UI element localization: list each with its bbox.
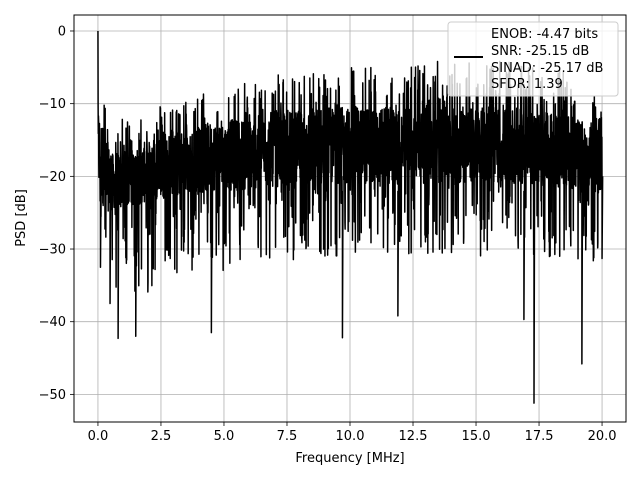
x-tick-label: 15.0	[462, 429, 491, 444]
x-axis-title: Frequency [MHz]	[295, 451, 404, 466]
y-tick-label: 0	[58, 24, 66, 39]
y-tick-label: −10	[39, 97, 66, 112]
y-axis: 0 −10 −20 −30 −40 −50	[39, 24, 74, 403]
x-tick-label: 2.5	[151, 429, 172, 444]
x-tick-label: 7.5	[277, 429, 298, 444]
psd-series-line	[97, 30, 604, 404]
legend-entry-enob: ENOB: -4.47 bits	[491, 27, 598, 42]
y-axis-title: PSD [dB]	[14, 189, 29, 247]
y-tick-label: −30	[39, 243, 66, 258]
x-tick-label: 0.0	[88, 429, 109, 444]
x-tick-label: 12.5	[399, 429, 428, 444]
legend-entry-snr: SNR: -25.15 dB	[491, 44, 589, 59]
x-tick-label: 5.0	[214, 429, 235, 444]
legend: ENOB: -4.47 bits SNR: -25.15 dB SINAD: -…	[447, 21, 619, 97]
x-tick-label: 10.0	[336, 429, 365, 444]
x-axis: 0.0 2.5 5.0 7.5 10.0 12.5 15.0 17.5 20.0	[88, 422, 617, 444]
y-tick-label: −40	[39, 315, 66, 330]
plot-area	[97, 30, 604, 404]
y-tick-label: −20	[39, 170, 66, 185]
x-tick-label: 17.5	[525, 429, 554, 444]
legend-entry-sinad: SINAD: -25.17 dB	[491, 61, 603, 76]
x-tick-label: 20.0	[588, 429, 617, 444]
y-tick-label: −50	[39, 388, 66, 403]
legend-entry-sfdr: SFDR: 1.39	[491, 77, 563, 92]
legend-box	[447, 21, 619, 97]
